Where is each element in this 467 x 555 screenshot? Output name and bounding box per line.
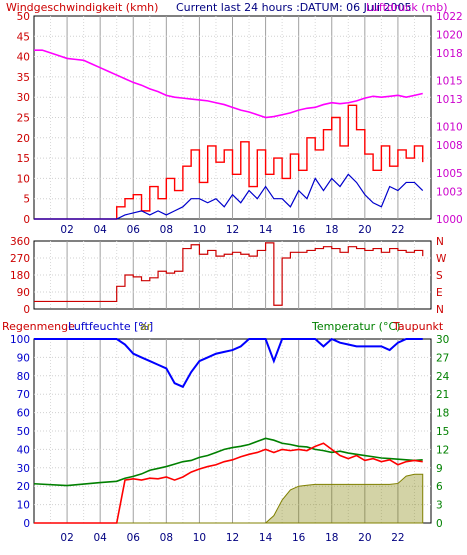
temperature-y-tick: 9: [436, 463, 443, 475]
humidity-y-tick: 60: [17, 408, 30, 420]
climate-x-tick-20: 20: [358, 532, 371, 544]
dewpoint-line: [34, 442, 423, 524]
pressure-y-tick: 1020: [436, 29, 463, 41]
climate-x-tick-02: 02: [60, 532, 73, 544]
wind-x-tick-16: 16: [292, 224, 306, 236]
temperature-y-tick: 30: [436, 334, 449, 346]
temperature-y-tick: 0: [436, 518, 443, 530]
wind-pressure-panel: 0510152025303540455010001003100510081010…: [17, 11, 463, 236]
direction-compass-label: E: [436, 287, 443, 299]
humidity-y-tick: 80: [17, 371, 30, 383]
temperature-y-tick: 3: [436, 500, 443, 512]
humidity-line: [34, 337, 423, 389]
wind-x-tick-20: 20: [358, 224, 371, 236]
humidity-y-tick: 70: [17, 389, 30, 401]
direction-y-tick: 180: [10, 270, 30, 282]
wind-y-tick: 15: [17, 153, 30, 165]
climate-x-tick-04: 04: [93, 532, 107, 544]
direction-y-tick: 0: [23, 304, 30, 316]
wind-x-tick-06: 06: [127, 224, 141, 236]
climate-x-tick-14: 14: [259, 532, 273, 544]
humidity-y-tick: 40: [17, 444, 30, 456]
wind-y-tick: 0: [23, 214, 30, 226]
wind-y-tick: 20: [17, 133, 30, 145]
humidity-y-tick: 30: [17, 463, 30, 475]
climate-x-tick-16: 16: [292, 532, 306, 544]
wind-speed-line: [34, 173, 424, 220]
wind-y-tick: 50: [17, 11, 30, 23]
wind-x-tick-10: 10: [193, 224, 206, 236]
wind-x-tick-02: 02: [60, 224, 73, 236]
pressure-axis-title: Luftdruck (mb): [366, 1, 448, 14]
temperature-y-tick: 6: [436, 481, 443, 493]
direction-y-tick: 270: [10, 253, 30, 265]
wind-x-tick-04: 04: [93, 224, 107, 236]
humidity-axis-title: Luftfeuchte [%]: [68, 320, 153, 333]
humidity-y-tick: 20: [17, 481, 30, 493]
wind-x-tick-12: 12: [226, 224, 239, 236]
direction-y-tick: 360: [10, 236, 30, 248]
wind-y-tick: 45: [17, 31, 30, 43]
rain-axis-title: Regenmenge: [2, 320, 75, 333]
climate-x-tick-18: 18: [325, 532, 338, 544]
wind-y-tick: 40: [17, 52, 30, 64]
humidity-y-tick: 10: [17, 500, 30, 512]
wind-y-tick: 35: [17, 72, 30, 84]
wind-x-tick-08: 08: [160, 224, 173, 236]
humidity-y-tick: 90: [17, 352, 30, 364]
direction-compass-label: N: [436, 304, 444, 316]
temperature-y-tick: 18: [436, 408, 449, 420]
temperature-y-tick: 24: [436, 371, 450, 383]
temperature-y-tick: 27: [436, 352, 449, 364]
wind-axis-title: Windgeschwindigkeit (kmh): [6, 1, 158, 14]
climate-x-tick-06: 06: [127, 532, 141, 544]
pressure-y-tick: 1005: [436, 168, 463, 180]
pressure-y-tick: 1013: [436, 94, 463, 106]
pressure-y-tick: 1015: [436, 76, 463, 88]
wind-y-tick: 10: [17, 173, 30, 185]
wind-x-tick-18: 18: [325, 224, 338, 236]
temperature-axis-title: Temperatur (°C): [311, 320, 400, 333]
pressure-y-tick: 1018: [436, 48, 463, 60]
temperature-y-tick: 12: [436, 444, 449, 456]
humidity-y-tick: 50: [17, 426, 30, 438]
pressure-line: [34, 49, 423, 119]
humidity-y-tick: 0: [23, 518, 30, 530]
direction-compass-label: W: [436, 253, 447, 265]
direction-compass-label: S: [436, 270, 443, 282]
direction-compass-label: N: [436, 236, 444, 248]
pressure-y-tick: 1010: [436, 122, 463, 134]
chart-title: Current last 24 hours :DATUM: 06 Juli 20…: [176, 1, 412, 14]
temperature-y-tick: 15: [436, 426, 449, 438]
pressure-y-tick: 1008: [436, 140, 463, 152]
direction-y-tick: 90: [17, 287, 30, 299]
climate-x-tick-22: 22: [391, 532, 404, 544]
wind-x-tick-14: 14: [259, 224, 273, 236]
rain-area: [34, 473, 424, 524]
pressure-y-tick: 1003: [436, 186, 463, 198]
climate-x-tick-10: 10: [193, 532, 206, 544]
wind-y-tick: 5: [23, 194, 30, 206]
wind-y-tick: 25: [17, 113, 30, 125]
wind-x-tick-22: 22: [391, 224, 404, 236]
climate-x-tick-08: 08: [160, 532, 173, 544]
pressure-y-tick: 1022: [436, 11, 463, 23]
temperature-y-tick: 21: [436, 389, 449, 401]
rain-extra-label: ar: [140, 320, 152, 333]
wind-gust-line: [34, 104, 424, 220]
temperature-line: [33, 437, 423, 487]
climate-x-tick-12: 12: [226, 532, 239, 544]
dewpoint-axis-title: Taupunkt: [392, 320, 444, 333]
humidity-y-tick: 100: [10, 334, 30, 346]
humidity-temperature-panel: 0 10 20 30 40 50 60 70 80 90 100 0 3 6 9 12 15 18 21 24 27 30…: [10, 334, 450, 544]
pressure-y-tick: 1000: [436, 214, 463, 226]
wind-y-tick: 30: [17, 92, 30, 104]
wind-direction-line: [34, 242, 424, 306]
